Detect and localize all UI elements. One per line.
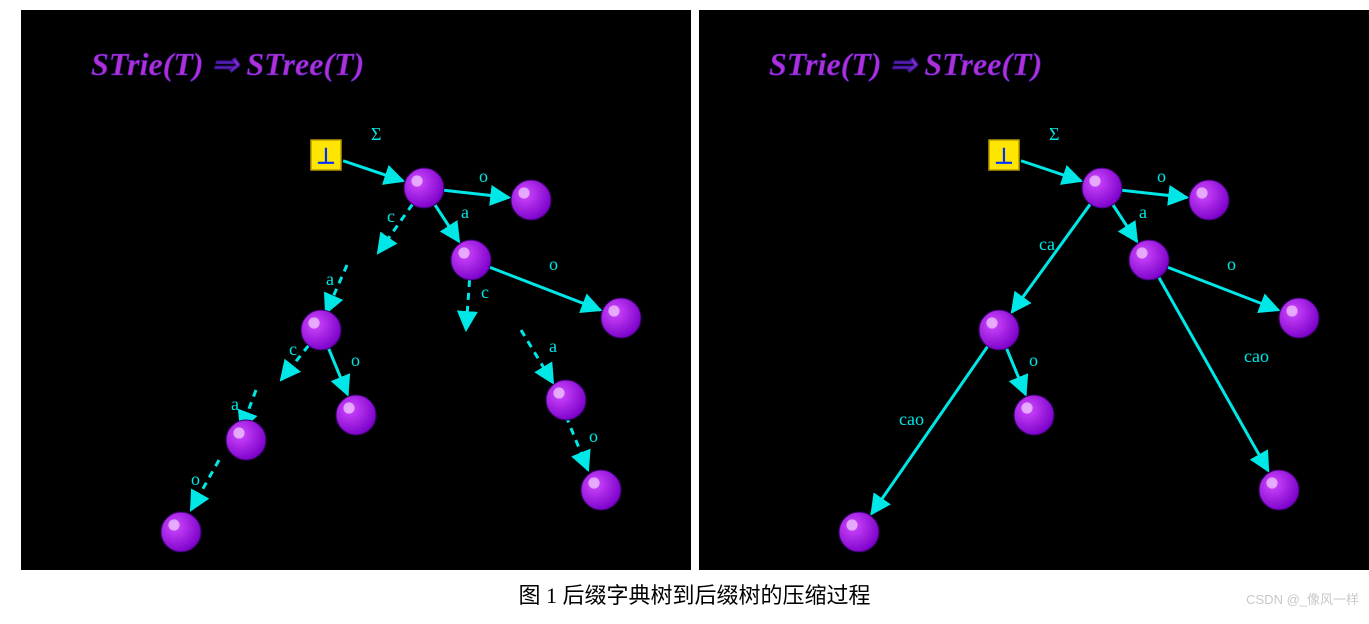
edge-label: o: [479, 166, 488, 186]
figure-caption: 图 1 后缀字典树到后缀树的压缩过程: [10, 578, 1369, 610]
left-tree-diagram: STrie(T) ⇒ STree(T)Σoacocaoaocao⊥: [21, 10, 691, 570]
edge-label: o: [351, 350, 360, 370]
tree-node: [581, 470, 621, 510]
edge-label: a: [1139, 202, 1147, 222]
tree-node: [301, 310, 341, 350]
tree-node: [1082, 168, 1122, 208]
edge-label: c: [481, 282, 489, 302]
tree-node: [546, 380, 586, 420]
tree-node: [1279, 298, 1319, 338]
tree-node: [451, 240, 491, 280]
tree-node: [404, 168, 444, 208]
tree-node: [1129, 240, 1169, 280]
tree-node: [1259, 470, 1299, 510]
edge-label: o: [191, 469, 200, 489]
diagram-container: STrie(T) ⇒ STree(T)Σoacocaoaocao⊥ STrie(…: [10, 10, 1369, 570]
edge-label: a: [549, 336, 557, 356]
edge-label: a: [326, 269, 334, 289]
tree-node: [601, 298, 641, 338]
edge-label: Σ: [1049, 124, 1059, 144]
right-tree-diagram: STrie(T) ⇒ STree(T)Σoacaocaoocao⊥: [699, 10, 1369, 570]
tree-node: [511, 180, 551, 220]
diagram-title: STrie(T) ⇒ STree(T): [91, 46, 364, 82]
tree-node: [336, 395, 376, 435]
edge-label: o: [589, 426, 598, 446]
root-node: ⊥: [989, 140, 1019, 170]
watermark: CSDN @_像风一样: [1246, 589, 1359, 608]
edge-label: o: [1227, 254, 1236, 274]
svg-text:⊥: ⊥: [994, 143, 1013, 168]
tree-node: [161, 512, 201, 552]
diagram-title: STrie(T) ⇒ STree(T): [769, 46, 1042, 82]
edge-label: o: [549, 254, 558, 274]
edge-label: c: [289, 339, 297, 359]
tree-node: [979, 310, 1019, 350]
edge-label: Σ: [371, 124, 381, 144]
edge-label: cao: [1244, 346, 1269, 366]
edge-label: a: [461, 202, 469, 222]
edge-label: c: [387, 206, 395, 226]
edge-label: ca: [1039, 234, 1055, 254]
edge-label: a: [231, 394, 239, 414]
tree-node: [226, 420, 266, 460]
root-node: ⊥: [311, 140, 341, 170]
svg-text:⊥: ⊥: [316, 143, 335, 168]
edge-label: o: [1029, 350, 1038, 370]
edge-label: cao: [899, 409, 924, 429]
tree-node: [1189, 180, 1229, 220]
tree-node: [839, 512, 879, 552]
edge-label: o: [1157, 166, 1166, 186]
tree-node: [1014, 395, 1054, 435]
